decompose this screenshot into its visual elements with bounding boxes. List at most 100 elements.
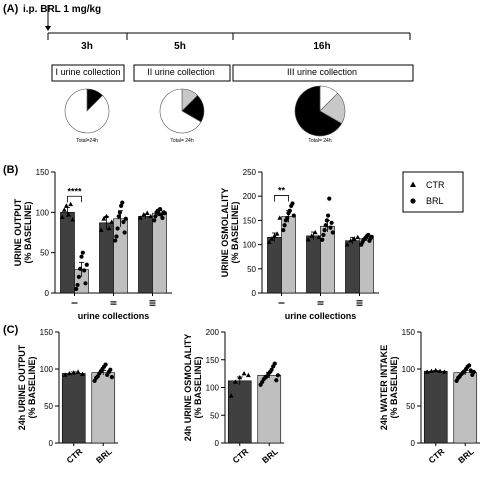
y-tick-label: 100 — [40, 365, 54, 374]
bar-brl — [359, 238, 374, 294]
data-point-brl — [82, 268, 87, 273]
data-point-ctr — [66, 212, 71, 217]
data-point-brl — [80, 250, 85, 255]
legend: CTR BRL — [402, 171, 464, 213]
y-tick-label: 50 — [40, 249, 49, 258]
pie-slice — [294, 85, 343, 137]
y-axis-title: URINE OUTPUT — [13, 198, 23, 266]
y-axis-title: 24h WATER INTAKE — [379, 345, 389, 430]
data-point-ctr — [355, 234, 361, 240]
data-point-brl — [120, 200, 125, 205]
y-axis-title: 24h URINE OUTPUT — [17, 344, 27, 430]
data-point-brl — [285, 215, 290, 221]
x-tick-label: CTR — [426, 446, 446, 465]
data-point-brl — [329, 220, 334, 225]
bar-ctr — [138, 216, 153, 294]
y-axis-title: URINE OSMOLALITY — [220, 188, 230, 278]
data-point-ctr — [269, 236, 275, 241]
pie-total-1: Total=24h — [76, 138, 98, 144]
data-point-brl — [366, 232, 371, 238]
bar-brl — [91, 372, 116, 444]
data-point-brl — [330, 230, 335, 235]
data-point-ctr — [61, 207, 67, 212]
data-point-brl — [320, 237, 325, 242]
bar-ctr — [345, 240, 360, 294]
data-point-ctr — [70, 216, 76, 222]
y-tick-label: 150 — [40, 328, 54, 337]
data-point-ctr — [71, 370, 77, 375]
data-point-ctr — [305, 237, 311, 242]
data-point-ctr — [106, 225, 112, 231]
chart-24h-urine-output: 0 50 100 150 24h URINE OUTPUT (% BASELINE) CTR… — [17, 328, 118, 465]
x-tick-label: I — [278, 302, 287, 304]
data-point-brl — [369, 234, 374, 239]
duration-1: 3h — [81, 41, 93, 52]
data-point-brl — [158, 207, 163, 212]
data-point-ctr — [62, 372, 68, 377]
bar-brl — [152, 212, 167, 294]
data-point-brl — [324, 218, 330, 223]
data-point-ctr — [67, 370, 72, 376]
data-point-brl — [274, 378, 279, 383]
y-tick-label: 50 — [247, 265, 256, 274]
significance-bracket — [67, 195, 82, 203]
pie-total-3: Total= 24h — [308, 138, 331, 144]
bar-brl — [281, 216, 296, 294]
x-tick-label: III — [149, 300, 158, 307]
data-point-brl — [323, 223, 328, 228]
x-tick-label: BRL — [94, 446, 114, 465]
data-point-ctr — [351, 236, 357, 241]
chart-24h-water-intake: 0 50 100 150 24h WATER INTAKE (% BASELINE) CTR… — [379, 328, 480, 465]
pie-II — [159, 88, 205, 134]
y-tick-label: 50 — [210, 411, 219, 420]
data-point-brl — [74, 286, 79, 292]
data-point-ctr — [241, 371, 247, 376]
chart-urine-osmolality: 0 50 100 150 200 250 URINE OSMOLALITY (% BASELI… — [220, 168, 379, 321]
x-tick-label: I — [71, 302, 80, 304]
data-point-brl — [75, 282, 80, 288]
data-point-ctr — [266, 239, 272, 244]
y-axis-title: (% BASELINE) — [193, 356, 203, 418]
significance-label: ** — [278, 185, 286, 195]
collection-3: III urine collection — [287, 67, 357, 77]
y-tick-label: 200 — [206, 328, 220, 337]
data-point-ctr — [141, 212, 147, 217]
bar-ctr — [423, 370, 448, 444]
y-tick-label: 50 — [44, 402, 53, 411]
collection-box — [51, 64, 125, 82]
bar-ctr — [227, 380, 252, 444]
data-point-ctr — [148, 213, 154, 219]
data-point-brl — [79, 254, 84, 259]
y-axis-title: (% BASELINE) — [230, 201, 240, 263]
bar-brl — [113, 218, 128, 294]
x-axis-title: urine collections — [285, 311, 357, 321]
data-point-ctr — [101, 216, 107, 221]
data-point-brl — [287, 208, 292, 213]
data-point-ctr — [429, 368, 434, 374]
y-tick-label: 150 — [402, 328, 416, 337]
data-point-brl — [282, 223, 287, 228]
y-tick-label: 250 — [243, 168, 257, 177]
panel-c-label: (C) — [3, 324, 19, 336]
data-point-brl — [328, 225, 333, 230]
data-point-brl — [103, 362, 108, 367]
data-point-brl — [291, 213, 296, 218]
data-point-brl — [471, 369, 476, 375]
bar-ctr — [99, 222, 114, 294]
data-point-brl — [78, 266, 83, 271]
y-tick-label: 100 — [402, 365, 416, 374]
data-point-brl — [327, 196, 332, 201]
data-point-ctr — [245, 372, 251, 378]
data-point-brl — [108, 367, 113, 372]
y-tick-label: 150 — [206, 356, 220, 365]
data-point-ctr — [98, 227, 104, 232]
panel-b-label: (B) — [3, 164, 19, 176]
y-tick-label: 150 — [36, 168, 50, 177]
data-point-brl — [109, 375, 114, 380]
data-point-ctr — [344, 242, 350, 247]
data-point-ctr — [75, 369, 81, 374]
collection-2: II urine collection — [147, 67, 215, 77]
data-point-brl — [162, 211, 167, 216]
y-axis-title: (% BASELINE) — [23, 201, 33, 263]
